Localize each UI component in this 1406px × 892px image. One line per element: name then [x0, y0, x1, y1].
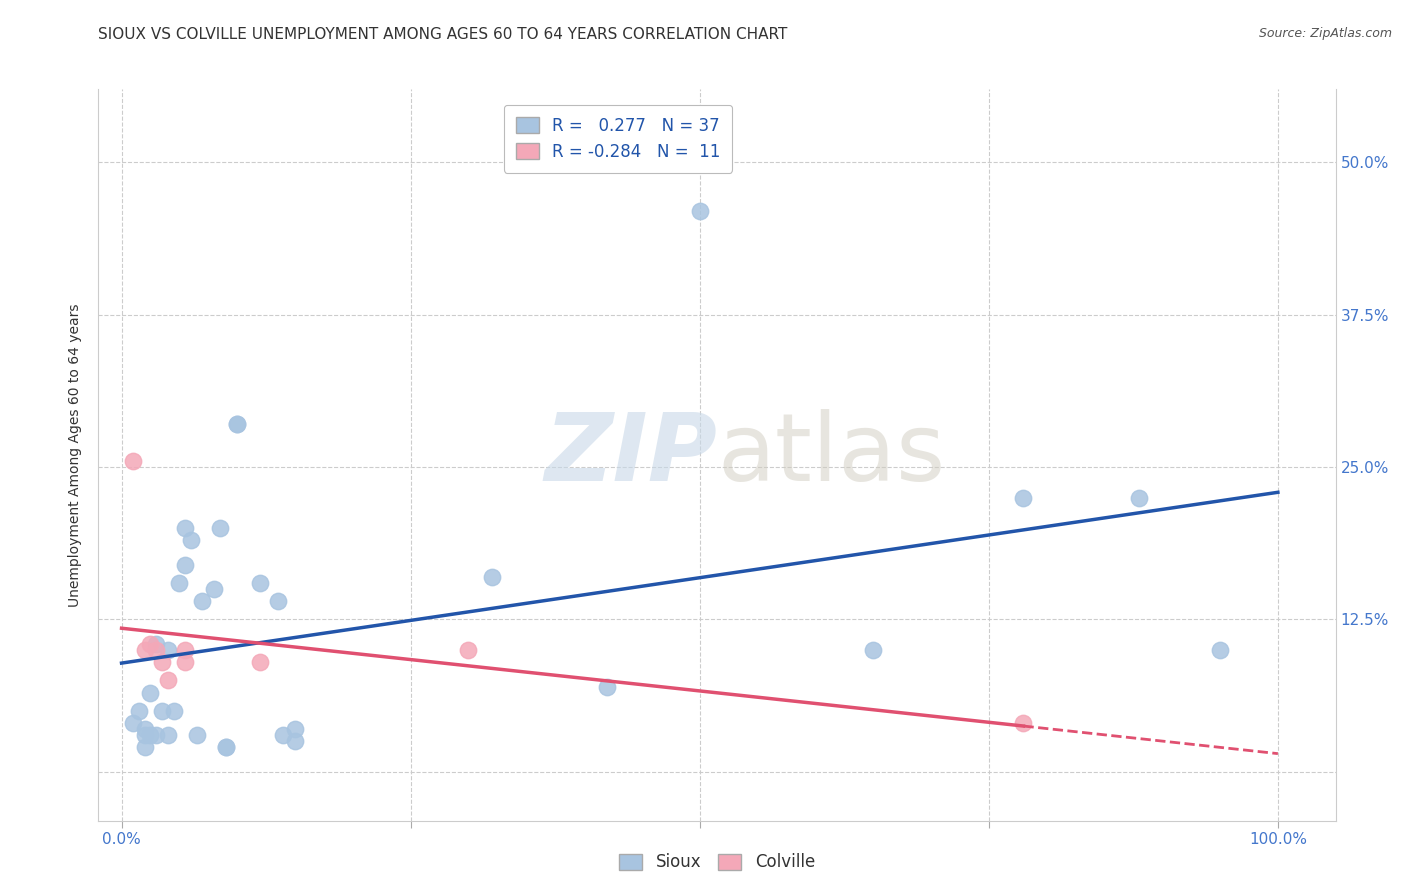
Point [226, 417, 249, 432]
Text: SIOUX VS COLVILLE UNEMPLOYMENT AMONG AGES 60 TO 64 YEARS CORRELATION CHART: SIOUX VS COLVILLE UNEMPLOYMENT AMONG AGE… [98, 27, 787, 42]
Point [862, 643, 884, 657]
Point [1209, 643, 1232, 657]
Point [596, 680, 619, 694]
Point [208, 521, 231, 535]
Point [689, 204, 711, 219]
Point [150, 655, 173, 669]
Text: ZIP: ZIP [544, 409, 717, 501]
Point [226, 417, 249, 432]
Point [266, 594, 288, 608]
Point [174, 521, 197, 535]
Point [284, 734, 307, 748]
Point [134, 723, 156, 737]
Point [249, 576, 271, 591]
Point [150, 704, 173, 718]
Point [457, 643, 479, 657]
Point [122, 716, 145, 731]
Point [174, 558, 197, 572]
Point [202, 582, 225, 596]
Point [156, 643, 179, 657]
Point [134, 728, 156, 742]
Point [139, 728, 162, 742]
Point [180, 533, 202, 548]
Text: Source: ZipAtlas.com: Source: ZipAtlas.com [1258, 27, 1392, 40]
Point [122, 454, 145, 468]
Point [156, 728, 179, 742]
Point [174, 655, 197, 669]
Legend: Sioux, Colville: Sioux, Colville [613, 847, 821, 878]
Point [284, 723, 307, 737]
Point [134, 643, 156, 657]
Point [1012, 716, 1035, 731]
Point [145, 728, 167, 742]
Point [139, 637, 162, 651]
Point [145, 643, 167, 657]
Point [1012, 491, 1035, 505]
Point [128, 704, 150, 718]
Point [139, 686, 162, 700]
Point [162, 704, 184, 718]
Point [273, 728, 295, 742]
Point [174, 643, 197, 657]
Point [156, 673, 179, 688]
Point [249, 655, 271, 669]
Point [191, 594, 214, 608]
Point [214, 740, 236, 755]
Point [145, 637, 167, 651]
Point [1128, 491, 1150, 505]
Point [186, 728, 208, 742]
Y-axis label: Unemployment Among Ages 60 to 64 years: Unemployment Among Ages 60 to 64 years [69, 303, 83, 607]
Point [214, 740, 236, 755]
Point [134, 740, 156, 755]
Point [481, 570, 503, 584]
Text: atlas: atlas [717, 409, 945, 501]
Point [169, 576, 191, 591]
